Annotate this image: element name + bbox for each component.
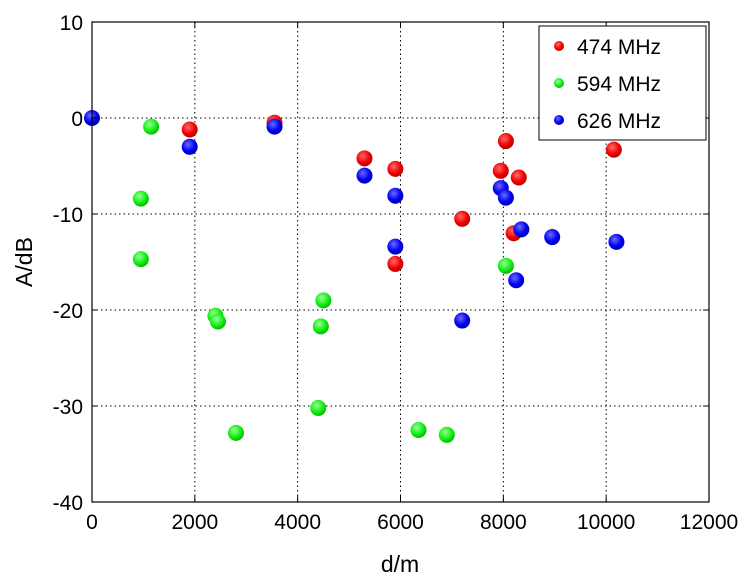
legend-marker — [554, 41, 564, 51]
data-point-474-mhz — [387, 160, 404, 177]
data-point-594-mhz — [497, 257, 514, 274]
legend-label: 474 MHz — [577, 36, 661, 59]
x-tick-label: 10000 — [577, 511, 635, 534]
data-point-626-mhz — [508, 272, 525, 289]
axis-ticks: 0 2000 4000 6000 8000 10000 12000 10 0 -10 -20 -30 -… — [53, 12, 739, 534]
x-axis-label: d/m — [381, 551, 419, 577]
data-point-594-mhz — [312, 318, 329, 335]
y-tick-label: -10 — [53, 204, 83, 227]
data-point-626-mhz — [454, 312, 471, 329]
data-point-474-mhz — [356, 150, 373, 167]
data-point-474-mhz — [454, 210, 471, 227]
y-axis-label: A/dB — [11, 237, 37, 287]
data-point-594-mhz — [209, 313, 226, 330]
data-point-626-mhz — [266, 118, 283, 135]
legend: 474 MHz 594 MHz 626 MHz — [538, 25, 707, 141]
data-point-626-mhz — [181, 138, 198, 155]
y-tick-label: -40 — [53, 492, 83, 515]
y-tick-label: -30 — [53, 396, 83, 419]
data-point-594-mhz — [227, 424, 244, 441]
x-tick-label: 4000 — [274, 511, 321, 534]
x-tick-label: 2000 — [171, 511, 218, 534]
data-point-594-mhz — [143, 118, 160, 135]
legend-label: 626 MHz — [577, 110, 661, 133]
data-point-626-mhz — [387, 238, 404, 255]
data-point-474-mhz — [497, 133, 514, 150]
data-point-474-mhz — [492, 162, 509, 179]
x-tick-label: 8000 — [480, 511, 527, 534]
data-point-474-mhz — [181, 121, 198, 138]
legend-label: 594 MHz — [577, 73, 661, 96]
data-point-594-mhz — [410, 422, 427, 438]
legend-marker — [554, 115, 564, 125]
y-tick-label: 0 — [71, 108, 83, 131]
x-tick-label: 12000 — [680, 511, 738, 534]
data-point-474-mhz — [605, 141, 622, 158]
x-tick-label: 0 — [86, 511, 98, 534]
data-point-474-mhz — [387, 255, 404, 272]
data-point-594-mhz — [315, 292, 332, 309]
data-point-626-mhz — [387, 187, 404, 204]
data-point-626-mhz — [608, 233, 625, 250]
data-point-594-mhz — [438, 426, 455, 443]
y-tick-label: 10 — [60, 12, 83, 35]
legend-marker — [554, 78, 564, 88]
data-point-474-mhz — [510, 169, 527, 186]
x-tick-label: 6000 — [377, 511, 424, 534]
data-point-594-mhz — [132, 251, 149, 268]
data-points — [84, 110, 625, 443]
data-point-594-mhz — [310, 399, 327, 416]
legend-box — [538, 25, 707, 141]
y-tick-label: -20 — [53, 300, 83, 323]
data-point-626-mhz — [544, 229, 561, 246]
data-point-626-mhz — [497, 189, 514, 206]
data-point-626-mhz — [513, 221, 530, 238]
data-point-594-mhz — [132, 190, 149, 207]
data-point-626-mhz — [356, 167, 373, 184]
